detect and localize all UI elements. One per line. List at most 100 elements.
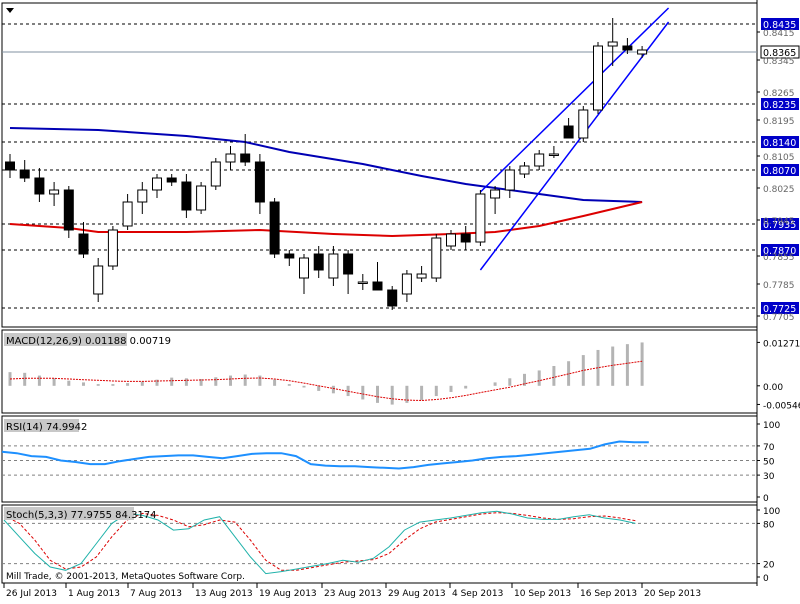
- stoch-main-line: [3, 510, 636, 575]
- stoch-signal-line: [3, 512, 636, 571]
- level-label-text: 0.8435: [763, 20, 796, 31]
- candle: [5, 154, 15, 178]
- candle-body: [357, 281, 368, 284]
- level-label: 0.7725: [761, 302, 799, 315]
- candle-body: [372, 281, 383, 291]
- candle: [78, 222, 89, 258]
- current-price-text: 0.8365: [763, 48, 796, 59]
- candle-body: [637, 49, 648, 55]
- level-label-text: 0.8070: [763, 166, 796, 177]
- x-tick-label: 23 Aug 2013: [324, 589, 382, 599]
- candle-body: [137, 189, 148, 203]
- candle-body: [416, 273, 427, 279]
- candle: [166, 174, 177, 186]
- candle: [313, 246, 324, 278]
- ma-blue-line: [9, 127, 643, 203]
- copyright-text: Mill Trade, © 2001-2013, MetaQuotes Soft…: [6, 572, 245, 582]
- candle: [343, 250, 354, 294]
- candle-body: [534, 153, 545, 167]
- candle: [122, 194, 133, 230]
- candle-body: [328, 253, 339, 279]
- channel-line: [479, 21, 670, 271]
- candle: [93, 258, 104, 302]
- candle: [387, 286, 398, 310]
- candle-body: [622, 45, 633, 51]
- candle: [181, 174, 192, 218]
- candle-body: [225, 153, 236, 163]
- candle-body: [563, 125, 574, 139]
- level-label-bg: [761, 164, 799, 176]
- level-label-bg: [761, 18, 799, 30]
- candle-body: [166, 177, 177, 183]
- price-tick-label: 0.8415: [763, 29, 795, 39]
- candle-body: [578, 109, 589, 139]
- price-tick-label: 0.8105: [763, 153, 795, 163]
- rsi-tick-label: 100: [763, 421, 780, 431]
- candle-body: [196, 185, 207, 211]
- macd-tick-label: -0.00546: [763, 401, 800, 411]
- candle: [63, 186, 74, 238]
- candle: [240, 134, 251, 166]
- candle: [210, 158, 221, 190]
- stoch-tick-label: 80: [763, 520, 775, 530]
- candle-body: [240, 153, 251, 163]
- candle: [504, 166, 515, 198]
- candle: [196, 182, 207, 214]
- candle-body: [19, 169, 30, 179]
- panel-price: [1, 2, 758, 328]
- rsi-label: RSI(14) 74.9942: [6, 422, 87, 433]
- level-label-bg: [761, 218, 799, 230]
- candle-body: [254, 161, 265, 203]
- stoch-tick-label: 100: [763, 507, 780, 517]
- candle-body: [460, 233, 471, 243]
- level-label: 0.8435: [761, 18, 799, 31]
- price-tick-label: 0.8195: [763, 117, 795, 127]
- rsi-tick-label: 0: [763, 494, 769, 504]
- candle: [34, 168, 45, 202]
- candle: [225, 146, 236, 170]
- candle: [519, 162, 530, 178]
- candle-body: [548, 153, 559, 156]
- level-label-bg: [761, 302, 799, 314]
- ma-red-line: [9, 201, 643, 238]
- macd-label: MACD(12,26,9) 0.01188 0.00719: [6, 336, 171, 347]
- x-tick-label: 13 Aug 2013: [195, 589, 253, 599]
- current-price-label: 0.8365: [760, 45, 800, 59]
- candle-body: [431, 237, 442, 279]
- candle-body: [343, 253, 354, 275]
- candle: [152, 174, 162, 198]
- candle: [637, 46, 648, 58]
- candle-body: [63, 189, 74, 231]
- candle: [563, 118, 574, 139]
- x-tick-label: 20 Sep 2013: [644, 589, 701, 599]
- candle: [446, 230, 456, 250]
- candle: [254, 154, 265, 214]
- candle-body: [93, 265, 104, 295]
- rsi-tick-label: 70: [763, 443, 775, 453]
- candle: [622, 38, 633, 54]
- stoch-label: Stoch(5,3,3) 77.9755 84.3174: [6, 510, 157, 521]
- macd-tick-label: 0.01271: [763, 339, 800, 349]
- candle-body: [269, 201, 280, 255]
- chevron-down-icon[interactable]: [6, 8, 14, 13]
- price-tick-label: 0.8345: [763, 57, 795, 67]
- channel-line: [479, 7, 670, 193]
- price-tick-label: 0.7945: [763, 217, 795, 227]
- candle-body: [122, 201, 133, 227]
- candle: [299, 254, 309, 294]
- candle: [269, 198, 280, 258]
- level-label-bg: [761, 136, 799, 148]
- x-tick-label: 4 Sep 2013: [452, 589, 503, 599]
- candle-body: [107, 229, 118, 267]
- candle-body: [490, 189, 501, 199]
- price-tick-label: 0.7785: [763, 281, 795, 291]
- candle-body: [210, 161, 221, 187]
- candle: [490, 186, 501, 214]
- stoch-tick-label: 20: [763, 561, 775, 571]
- candle: [284, 250, 295, 266]
- candle-body: [313, 253, 324, 271]
- level-label-bg: [761, 244, 799, 256]
- level-label: 0.7870: [761, 244, 799, 257]
- candle: [19, 160, 30, 182]
